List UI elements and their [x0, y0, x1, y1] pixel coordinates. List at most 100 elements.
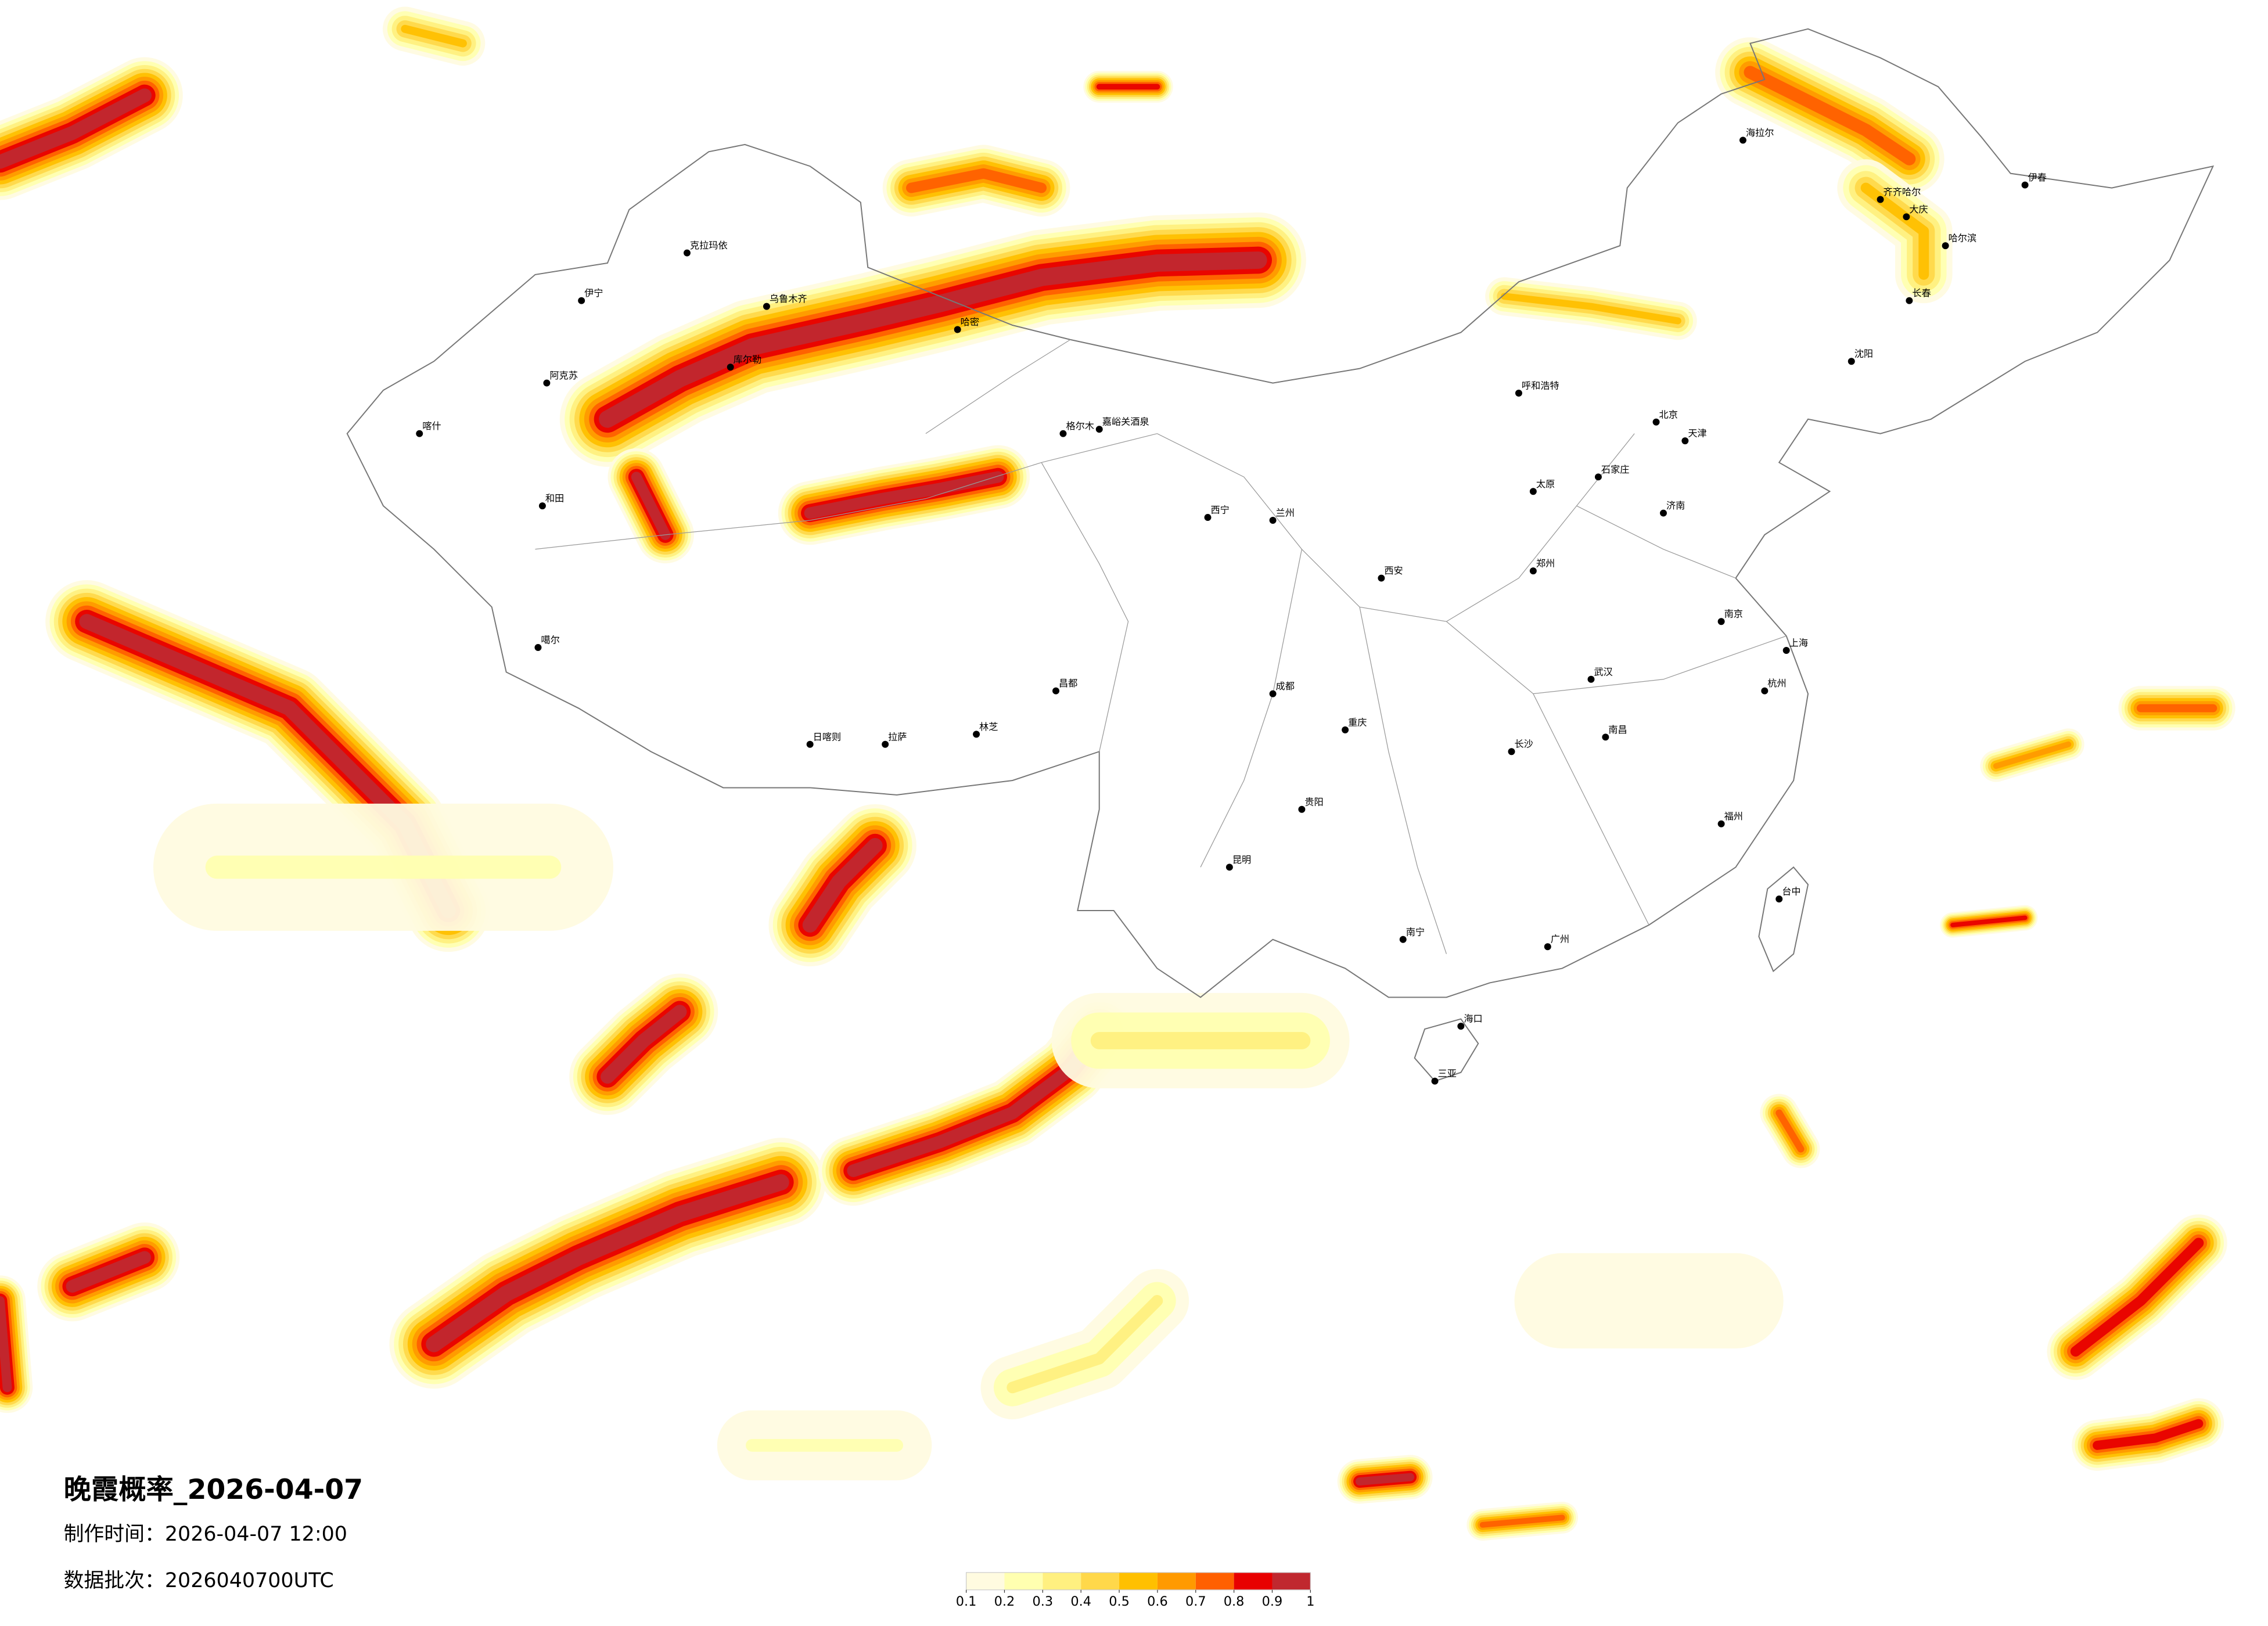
city-dot	[1660, 509, 1667, 517]
city-dot	[973, 731, 980, 738]
field-streak	[0, 88, 152, 169]
field-streak	[66, 1251, 152, 1293]
city-label: 成都	[1276, 681, 1295, 692]
city-label: 南京	[1724, 609, 1743, 620]
field-streak	[1479, 1515, 1565, 1528]
city-dot	[2021, 181, 2029, 189]
city-label: 太原	[1536, 479, 1555, 490]
city-label: 阿克苏	[549, 370, 578, 381]
city-label: 嘉峪关酒泉	[1102, 416, 1149, 427]
city-dot	[1399, 936, 1407, 943]
colorbar-tick-label: 0.1	[956, 1594, 977, 1609]
colorbar-frame	[965, 1572, 1311, 1591]
city-dot	[1652, 418, 1660, 426]
city-label: 兰州	[1276, 508, 1295, 519]
city-label: 台中	[1782, 886, 1800, 897]
city-label: 哈尔滨	[1949, 233, 1977, 244]
colorbar-tick-label: 1	[1306, 1594, 1314, 1609]
field-streak	[802, 838, 883, 933]
city-label: 大庆	[1909, 204, 1928, 215]
field-streak	[1356, 1473, 1415, 1486]
city-label: 日喀则	[813, 731, 842, 742]
city-label: 海口	[1464, 1013, 1482, 1024]
colorbar-tick-label: 0.6	[1147, 1594, 1168, 1609]
city-label: 噶尔	[541, 635, 559, 646]
city-label: 广州	[1551, 934, 1569, 945]
city-label: 天津	[1688, 428, 1706, 439]
city-dot	[543, 379, 551, 387]
city-label: 喀什	[422, 420, 441, 431]
colorbar-segment	[1004, 1572, 1043, 1590]
china-border	[346, 28, 2215, 998]
city-dot	[1775, 895, 1783, 903]
city-dot	[1059, 430, 1067, 437]
city-dot	[1848, 358, 1855, 365]
city-label: 海拉尔	[1746, 127, 1774, 138]
city-dot	[1544, 943, 1551, 951]
city-label: 昌都	[1059, 678, 1077, 689]
field-streak	[426, 1174, 789, 1352]
colorbar-segment	[1234, 1572, 1273, 1590]
province-borders	[535, 339, 1787, 954]
field-streak	[401, 24, 467, 48]
city-label: 林芝	[979, 721, 998, 732]
city-label: 北京	[1659, 409, 1678, 420]
city-label: 乌鲁木齐	[770, 293, 807, 304]
city-dot	[1782, 647, 1790, 654]
city-label: 重庆	[1348, 717, 1367, 728]
field-streak	[2070, 1238, 2204, 1357]
city-label: 拉萨	[888, 731, 907, 742]
city-dot	[1515, 390, 1522, 397]
city-label: 西安	[1384, 565, 1403, 576]
city-label: 济南	[1666, 500, 1685, 511]
taiwan	[1758, 866, 1809, 973]
city-dot	[1225, 864, 1233, 871]
colorbar-tick-label: 0.8	[1224, 1594, 1245, 1609]
city-dot	[1717, 618, 1725, 625]
colorbar-segment	[1195, 1572, 1234, 1590]
city-label: 南宁	[1406, 926, 1425, 937]
city-dot	[1739, 136, 1746, 144]
city-dot	[1269, 517, 1277, 524]
city-label: 哈密	[961, 316, 979, 328]
city-dot	[1508, 748, 1515, 756]
city-label: 长春	[1912, 287, 1931, 298]
city-dot	[1378, 574, 1385, 582]
city-dot	[806, 740, 814, 748]
colorbar-tick-label: 0.4	[1070, 1594, 1091, 1609]
colorbar-segment	[1081, 1572, 1120, 1590]
city-label: 呼和浩特	[1522, 380, 1559, 391]
city-dot	[882, 740, 889, 748]
city-dot	[578, 297, 585, 304]
field-streak	[906, 168, 1047, 193]
city-label: 贵阳	[1304, 796, 1323, 807]
colorbar: 0.1 0.2 0.3 0.4 0.5 0.6 0.7 0.8 0.9 1	[956, 1572, 1314, 1609]
city-dot	[1587, 675, 1595, 683]
colorbar-tick-label: 0.5	[1109, 1594, 1130, 1609]
colorbar-tick-label: 0.3	[1033, 1594, 1054, 1609]
city-dot	[416, 430, 423, 437]
city-label: 格尔木	[1066, 420, 1094, 431]
city-label: 郑州	[1536, 558, 1555, 569]
colorbar-segment	[1043, 1572, 1081, 1590]
colorbar-tick-label: 0.7	[1185, 1594, 1206, 1609]
city-dot	[1877, 196, 1884, 203]
city-dot	[1095, 426, 1103, 433]
city-dot	[1761, 687, 1769, 695]
city-dot	[954, 326, 961, 333]
colorbar-tick-label: 0.2	[994, 1594, 1015, 1609]
field-streak	[1501, 293, 1681, 325]
city-label: 三亚	[1437, 1068, 1456, 1079]
colorbar-segment	[1157, 1572, 1196, 1590]
city-label: 石家庄	[1601, 464, 1630, 475]
colorbar-segment	[1272, 1572, 1311, 1590]
city-dot	[727, 364, 734, 371]
field-streak	[599, 251, 1267, 428]
city-label: 克拉玛依	[690, 240, 728, 251]
city-dot	[1052, 687, 1059, 695]
city-dot	[683, 249, 691, 257]
city-dot	[534, 644, 542, 651]
colorbar-segment	[1119, 1572, 1158, 1590]
city-label: 齐齐哈尔	[1884, 186, 1921, 197]
